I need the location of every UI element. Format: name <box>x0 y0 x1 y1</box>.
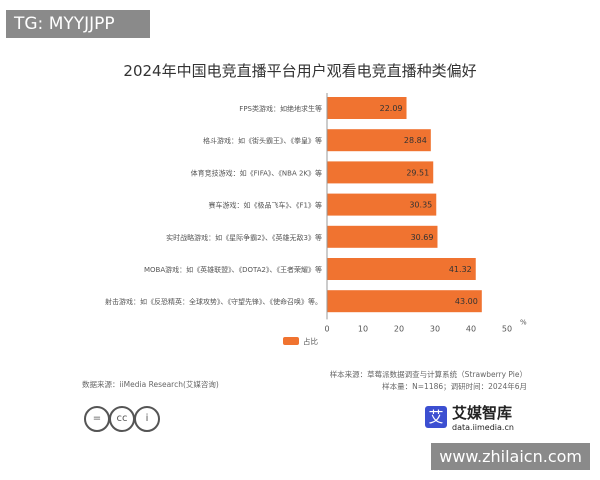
cc-nd-icon: = <box>84 406 110 432</box>
x-tick-label: 10 <box>358 324 368 333</box>
value-label: 43.00 <box>455 297 478 306</box>
logo-url: data.iimedia.cn <box>452 423 514 432</box>
bar <box>327 258 476 280</box>
category-label: 格斗游戏：如《街头霸王》、《拳皇》等 <box>203 136 322 145</box>
sample-source: 样本来源：草莓派数据调查与计算系统（Strawberry Pie） <box>329 370 527 379</box>
x-tick-label: 20 <box>394 324 404 333</box>
bar <box>327 290 482 313</box>
logo-name: 艾媒智库 <box>452 404 513 422</box>
bar <box>327 225 438 248</box>
value-label: 30.35 <box>409 201 432 210</box>
cc-icon: cc <box>109 406 135 432</box>
value-label: 41.32 <box>449 265 472 274</box>
category-label: 赛车游戏：如《极品飞车》、《F1》等 <box>209 201 322 210</box>
cc-by-icon: i <box>134 406 160 432</box>
value-label: 30.69 <box>411 233 434 242</box>
legend-swatch <box>283 337 299 345</box>
data-source: 数据来源：iiMedia Research(艾媒咨询) <box>82 380 219 389</box>
legend-label: 占比 <box>303 336 318 346</box>
x-tick-label: 40 <box>466 324 476 333</box>
x-tick-label: 50 <box>502 324 512 333</box>
watermark-top: TG: MYYJJPP <box>6 10 150 38</box>
value-label: 29.51 <box>406 168 429 177</box>
x-unit-label: % <box>520 318 527 326</box>
x-tick-label: 30 <box>430 324 440 333</box>
category-label: 体育竞技游戏：如《FIFA》、《NBA 2K》等 <box>191 168 322 177</box>
value-label: 28.84 <box>404 136 427 145</box>
bar <box>327 161 434 184</box>
chart-title: 2024年中国电竞直播平台用户观看电竞直播种类偏好 <box>123 62 477 80</box>
bar <box>327 193 437 216</box>
sample-size: 样本量：N=1186；调研时间：2024年6月 <box>382 382 527 391</box>
x-tick-label: 0 <box>324 324 329 333</box>
watermark-bottom: www.zhilaicn.com <box>431 443 590 470</box>
value-label: 22.09 <box>380 104 403 113</box>
iimedia-logo: 艾 艾媒智库 data.iimedia.cn <box>425 402 514 432</box>
category-label: 实时战略游戏：如《星际争霸2》、《英雄无敌3》等 <box>166 233 322 242</box>
category-label: MOBA游戏：如《英雄联盟》、《DOTA2》、《王者荣耀》等 <box>144 265 322 274</box>
category-label: FPS类游戏：如绝地求生等 <box>239 104 322 113</box>
bar <box>327 129 431 152</box>
category-label: 射击游戏：如《反恐精英：全球攻势》、《守望先锋》、《使命召唤》等。 <box>105 297 322 306</box>
bar <box>327 97 407 119</box>
logo-mark: 艾 <box>425 406 447 428</box>
